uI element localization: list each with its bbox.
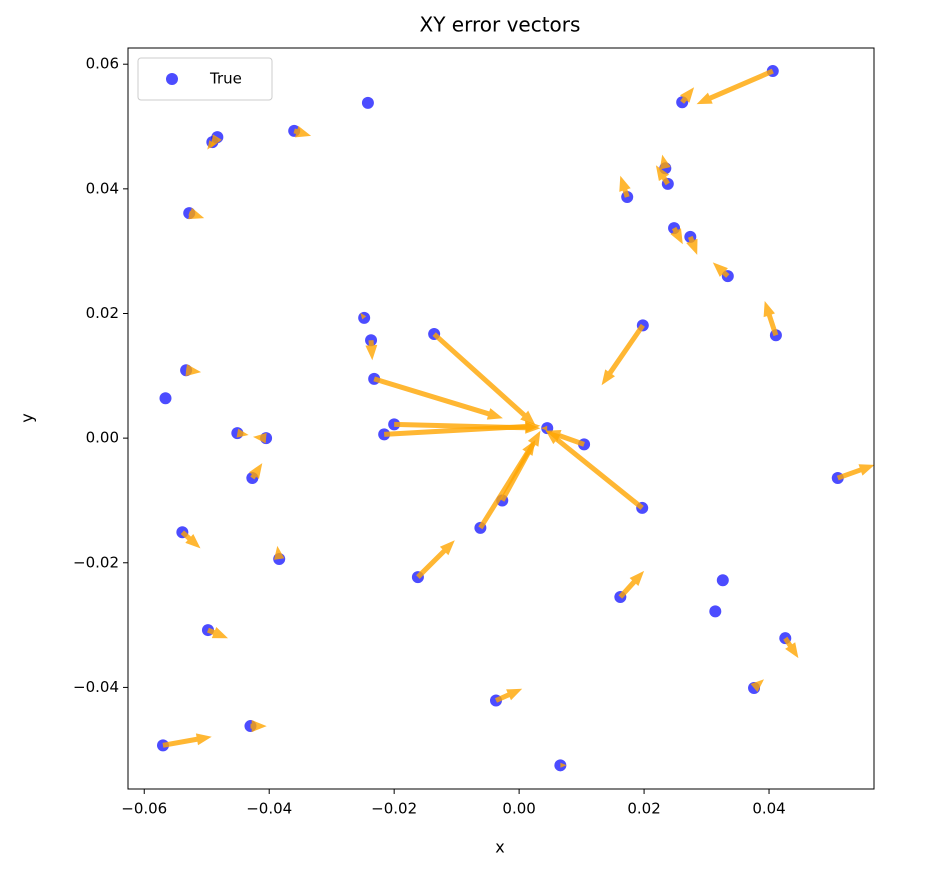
error-arrow: [783, 636, 799, 659]
x-tick-label: 0.00: [502, 800, 535, 818]
error-arrow: [365, 340, 378, 361]
error-arrow: [416, 540, 455, 579]
y-tick-label: −0.04: [73, 678, 119, 696]
error-arrow: [541, 425, 548, 431]
legend-marker: [166, 73, 178, 85]
error-arrow: [619, 175, 631, 198]
point: [159, 392, 172, 405]
error-arrow: [250, 720, 267, 733]
error-arrow: [185, 364, 202, 377]
error-arrow: [384, 420, 541, 437]
point: [554, 759, 567, 772]
error-arrow: [601, 323, 645, 386]
error-arrow: [763, 301, 779, 337]
error-arrow: [659, 154, 671, 170]
error-arrow: [670, 226, 683, 245]
x-tick-label: −0.02: [371, 800, 417, 818]
error-arrow: [249, 463, 263, 480]
x-tick-label: 0.04: [752, 800, 785, 818]
error-arrow: [432, 332, 536, 425]
x-tick-label: −0.04: [246, 800, 292, 818]
y-tick-label: −0.02: [73, 553, 119, 571]
y-tick-label: 0.02: [86, 304, 119, 322]
axes-frame: [127, 47, 875, 790]
x-axis-label: x: [495, 838, 504, 857]
plot-area: [156, 65, 874, 772]
error-arrow: [836, 464, 874, 481]
error-arrow: [686, 235, 698, 255]
x-tick-label: 0.02: [627, 800, 660, 818]
error-arrow: [207, 627, 228, 639]
error-arrow: [253, 432, 267, 444]
error-arrow: [560, 762, 567, 768]
chart-title: XY error vectors: [420, 13, 581, 37]
y-axis-label: y: [18, 413, 37, 422]
error-arrow: [274, 545, 285, 560]
error-arrow: [162, 733, 212, 748]
point: [709, 605, 722, 618]
error-arrow: [180, 530, 201, 549]
y-tick-label: 0.00: [86, 429, 119, 447]
error-arrow: [655, 165, 670, 186]
error-arrow: [618, 570, 645, 599]
error-arrow: [360, 312, 367, 320]
error-arrow: [188, 207, 205, 220]
error-arrow: [495, 688, 523, 703]
error-arrow: [373, 376, 503, 420]
error-arrow: [478, 440, 536, 530]
point: [361, 96, 374, 109]
point: [716, 574, 729, 587]
error-arrow: [750, 679, 764, 692]
error-arrow: [236, 428, 249, 438]
legend-box: [137, 57, 273, 101]
error-arrow: [680, 87, 695, 104]
y-tick-label: 0.04: [86, 179, 119, 197]
y-tick-label: 0.06: [86, 55, 119, 73]
error-arrow: [712, 262, 730, 278]
error-arrow: [207, 140, 216, 150]
legend-label: True: [209, 70, 242, 88]
error-arrow: [696, 68, 774, 105]
error-arrow: [545, 430, 644, 510]
x-tick-label: −0.06: [121, 800, 167, 818]
error-arrow: [293, 125, 312, 138]
